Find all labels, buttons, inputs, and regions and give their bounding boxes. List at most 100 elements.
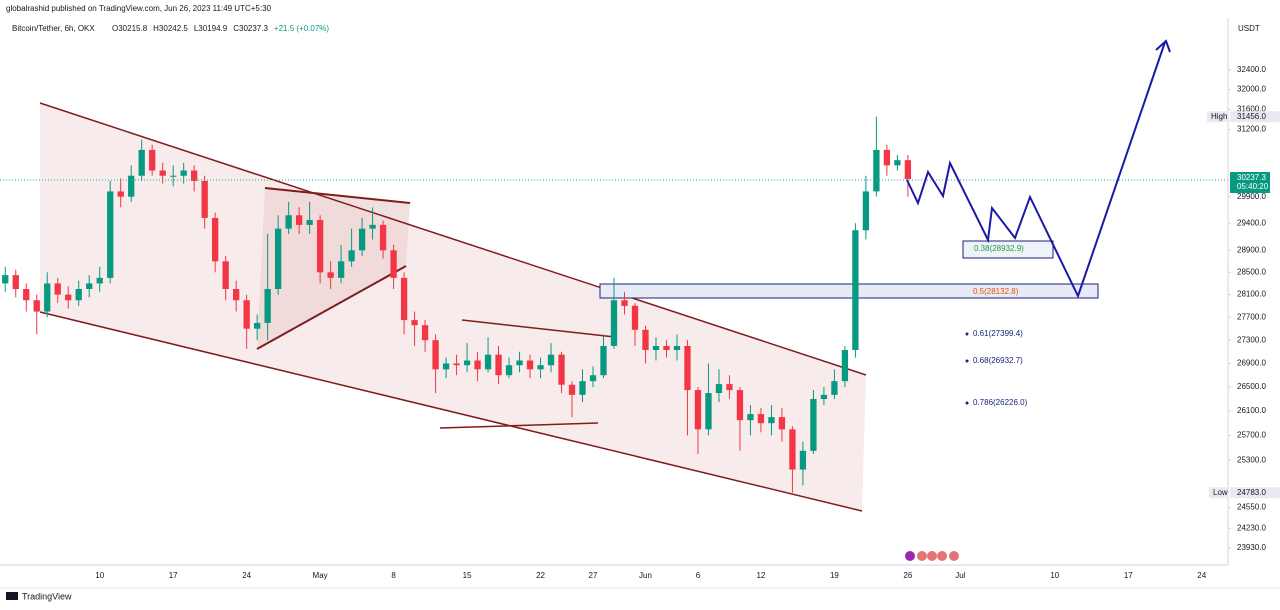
candle-body [453,363,460,366]
candle-body [463,360,471,366]
event-icon[interactable] [917,551,927,561]
candle-body [852,230,859,351]
x-tick-label: 24 [242,571,251,580]
candle-body [516,360,523,366]
candle-body [873,149,880,192]
candle-body [128,175,135,197]
candle-body [757,414,765,424]
event-icon[interactable] [927,551,937,561]
candle-body [831,381,838,395]
candle-body [432,340,439,370]
candle-body [400,277,408,321]
candle-body [736,390,744,421]
candle-body [12,275,19,290]
candle-body [96,277,103,284]
y-tick-label: 26900.0 [1237,359,1266,368]
triangle-top [461,319,616,338]
y-tick-label: 28100.0 [1237,290,1266,299]
candle-body [327,272,334,278]
x-tick-label: May [313,571,328,580]
candle-body [715,384,723,394]
candle-body [201,180,208,218]
candle-body [789,429,796,470]
y-tick-label: 25700.0 [1237,431,1266,440]
y-tick-label: 27700.0 [1237,312,1266,321]
candle-body [673,345,681,351]
candle-body [253,322,261,329]
candle-body [369,224,376,229]
candle-body [379,224,387,251]
candle-body [537,365,544,370]
x-tick-label: 10 [1050,571,1059,580]
ohlc-value: L30194.9 [194,24,228,33]
fib-label: 0.786(26226.0) [973,398,1028,407]
high_marker-price: 31456.0 [1237,112,1266,121]
fib-dot [965,359,969,363]
low_marker-tag [1230,487,1280,499]
fib-label: 0.61(27399.4) [973,329,1023,338]
y-tick-label: 27300.0 [1237,335,1266,344]
low-name-tag [1209,487,1229,499]
candle-body [117,191,124,197]
triangle-bottom [439,422,599,429]
candle-body [600,345,607,376]
candle-body [170,175,177,177]
candle-body [86,283,93,290]
last-price-tag [1230,171,1270,193]
candle-body [44,283,51,312]
candle-body [306,220,313,225]
fib-dot [965,401,969,405]
y-tick-label: 23930.0 [1237,543,1266,552]
candle-body [768,417,775,424]
brand-name: TradingView [22,591,72,601]
candle-body [411,320,418,326]
candle-body [442,363,450,370]
channel-fill [40,103,866,511]
candle-body [23,289,30,301]
projection-arrowhead [1155,39,1171,53]
y-tick-label: 32000.0 [1237,85,1266,94]
y-tick-label: 25300.0 [1237,455,1266,464]
candle-body [337,261,345,278]
channel-bottom [39,311,863,512]
high-name-tag [1207,111,1229,123]
published-line: globalrashid published on TradingView.co… [6,4,272,13]
candle-body [316,220,324,273]
event-icons[interactable] [905,551,959,561]
candle-body [295,215,303,225]
candle-body [904,160,912,179]
candle-body [631,305,639,330]
candle-body [862,191,870,231]
event-icon[interactable] [937,551,947,561]
candle-body [726,384,733,391]
candle-body [107,191,114,278]
candle-body [138,149,145,176]
pennant-bottom [256,265,407,350]
y-tick-label: 32400.0 [1237,65,1266,74]
countdown: 05:40:20 [1237,182,1269,191]
ohlc-value: O30215.8 [112,24,148,33]
x-tick-label: 27 [589,571,598,580]
candle-body [652,345,660,351]
fib-label: 0.38(28932.9) [974,244,1024,253]
event-icon[interactable] [949,551,959,561]
y-tick-label: 29400.0 [1237,218,1266,227]
symbol-title: Bitcoin/Tether, 6h, OKX [12,24,95,33]
candle-body [778,417,786,430]
candle-body [159,170,166,176]
candle-body [149,149,156,171]
y-tick-label: 26100.0 [1237,406,1266,415]
event-icon[interactable] [905,551,915,561]
candle-body [799,450,807,470]
candle-body [2,275,9,284]
projection-path [906,41,1166,299]
candle-body [705,393,712,430]
candle-body [75,289,82,301]
candle-body [883,149,891,166]
candle-body [747,414,754,421]
y-tick-label: 24230.0 [1237,523,1266,532]
x-tick-label: Jul [955,571,965,580]
x-tick-label: 17 [169,571,178,580]
candle-body [526,360,534,370]
